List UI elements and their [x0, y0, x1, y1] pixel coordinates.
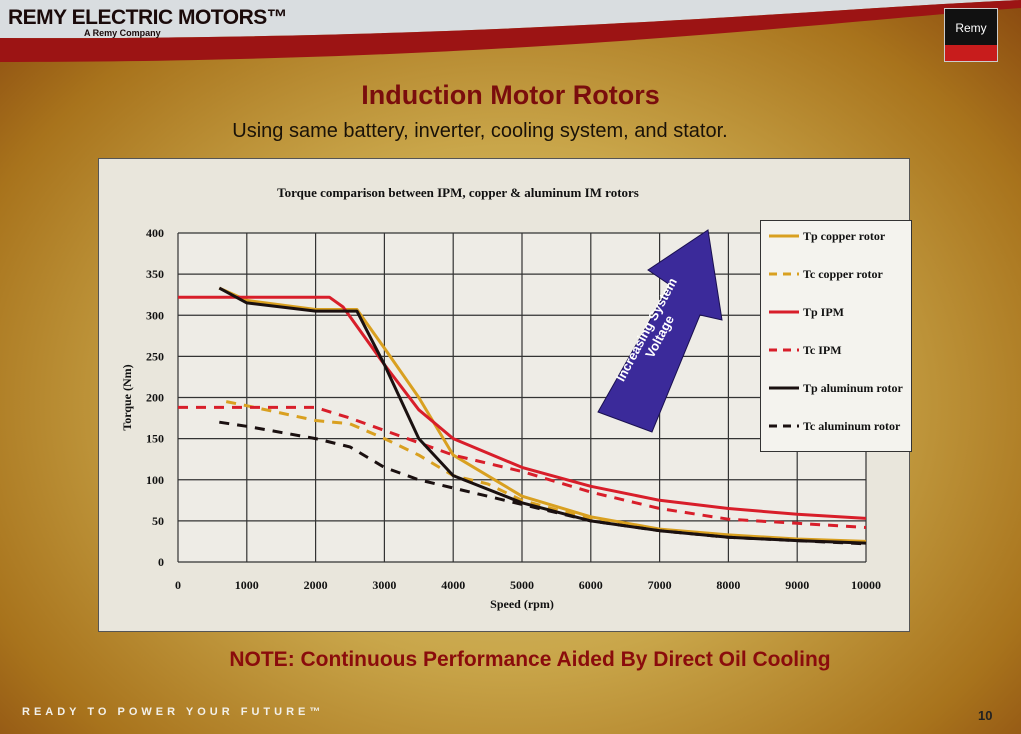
legend-item: Tc IPM [769, 343, 908, 358]
x-tick-label: 6000 [579, 578, 603, 592]
brand-subtitle: A Remy Company [84, 28, 161, 38]
legend-swatch [769, 310, 799, 314]
legend-label: Tc IPM [803, 343, 842, 357]
y-tick-label: 300 [146, 308, 164, 322]
x-tick-label: 7000 [648, 578, 672, 592]
series-line-tp-ipm [178, 295, 867, 520]
chart-legend: Tp copper rotor Tc copper rotor Tp IPM Tc I… [760, 220, 912, 452]
x-tick-label: 8000 [716, 578, 740, 592]
legend-item: Tc aluminum rotor [769, 419, 908, 434]
x-tick-label: 10000 [851, 578, 881, 592]
page-number: 10 [978, 708, 993, 723]
legend-swatch [769, 348, 799, 352]
remy-badge-logo: Remy [944, 8, 998, 62]
x-tick-label: 2000 [304, 578, 328, 592]
legend-label: Tp aluminum rotor [803, 381, 903, 395]
legend-label: Tc copper rotor [803, 267, 883, 281]
series-line-tp-copper-rotor [218, 286, 867, 543]
voltage-arrow-icon [597, 229, 723, 433]
legend-item: Tp aluminum rotor [769, 381, 908, 396]
slide-title: Induction Motor Rotors [361, 80, 660, 110]
legend-item: Tc copper rotor [769, 267, 908, 282]
y-tick-label: 150 [146, 432, 164, 446]
x-tick-label: 4000 [441, 578, 465, 592]
legend-swatch [769, 234, 799, 238]
y-tick-label: 100 [146, 473, 164, 487]
x-tick-label: 1000 [235, 578, 259, 592]
legend-item: Tp IPM [769, 305, 908, 320]
x-axis-label: Speed (rpm) [490, 597, 554, 611]
series-line-tc-ipm [178, 405, 867, 529]
brand-logo: REMY ELECTRIC MOTORS™ [8, 6, 288, 29]
legend-swatch [769, 272, 799, 276]
legend-label: Tp IPM [803, 305, 845, 319]
y-axis-label: Torque (Nm) [120, 364, 134, 430]
y-tick-label: 200 [146, 391, 164, 405]
x-tick-label: 5000 [510, 578, 534, 592]
legend-item: Tp copper rotor [769, 229, 908, 244]
legend-label: Tp copper rotor [803, 229, 886, 243]
legend-swatch [769, 424, 799, 428]
x-tick-label: 0 [175, 578, 181, 592]
slide-subtitle: Using same battery, inverter, cooling sy… [232, 120, 728, 142]
tagline: READY TO POWER YOUR FUTURE™ [22, 706, 325, 718]
y-tick-label: 350 [146, 267, 164, 281]
y-tick-label: 50 [152, 514, 164, 528]
slide-note: NOTE: Continuous Performance Aided By Di… [229, 648, 831, 671]
y-tick-label: 0 [158, 555, 164, 569]
legend-label: Tc aluminum rotor [803, 419, 901, 433]
badge-text: Remy [955, 21, 987, 35]
chart-title: Torque comparison between IPM, copper & … [277, 185, 639, 200]
y-tick-label: 400 [146, 226, 164, 240]
x-tick-label: 3000 [372, 578, 396, 592]
y-tick-label: 250 [146, 349, 164, 363]
header-banner [0, 0, 1021, 62]
x-tick-label: 9000 [785, 578, 809, 592]
legend-swatch [769, 386, 799, 390]
